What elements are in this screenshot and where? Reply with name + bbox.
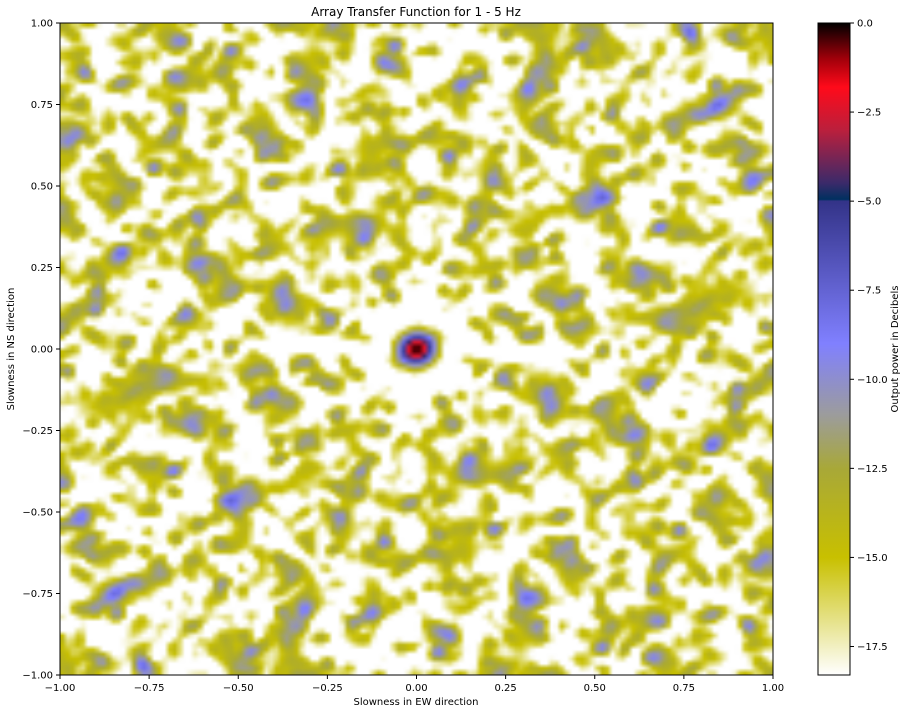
heatmap-plot xyxy=(59,22,774,676)
x-tick-label: 0.75 xyxy=(673,683,695,694)
y-tick-label: 1.00 xyxy=(31,19,53,30)
colorbar-tick-label: −7.5 xyxy=(857,286,881,297)
colorbar-fill xyxy=(818,23,850,675)
y-tick-label: 0.75 xyxy=(31,100,53,111)
colorbar-tick-label: −15.0 xyxy=(857,553,888,564)
x-tick-label: 0.00 xyxy=(405,683,427,694)
y-tick-label: −0.75 xyxy=(22,589,53,600)
colorbar-tick-label: −5.0 xyxy=(857,197,881,208)
chart-title: Array Transfer Function for 1 - 5 Hz xyxy=(311,5,521,19)
colorbar-frame xyxy=(817,22,851,676)
y-tick-label: 0.50 xyxy=(31,182,53,193)
x-tick-label: −0.75 xyxy=(134,683,165,694)
x-tick-label: 0.50 xyxy=(584,683,606,694)
colorbar: 0.0 −2.5 −5.0 −7.5 −10.0 −12.5 −15.0 −17.5 Outp… xyxy=(817,19,901,676)
y-axis-title: Slowness in NS direction xyxy=(6,288,17,411)
x-tick-label: 0.25 xyxy=(494,683,516,694)
colorbar-title: Output power in Decibels xyxy=(890,286,901,413)
colorbar-tick-label: −10.0 xyxy=(857,375,888,386)
y-axis: 1.00 0.75 0.50 0.25 0.00 −0.25 −0.50 −0.75 −1.00 xyxy=(22,19,60,682)
x-tick-label: −1.00 xyxy=(45,683,76,694)
y-tick-label: −1.00 xyxy=(22,671,53,682)
x-axis: −1.00 −0.75 −0.50 −0.25 0.00 0.25 0.50 0.75 1.00 xyxy=(45,675,784,694)
x-tick-label: 1.00 xyxy=(762,683,784,694)
y-tick-label: 0.00 xyxy=(31,345,53,356)
heatmap-canvas xyxy=(60,23,773,675)
y-tick-label: −0.50 xyxy=(22,508,53,519)
colorbar-tick-label: −2.5 xyxy=(857,108,881,119)
colorbar-ticks: 0.0 −2.5 −5.0 −7.5 −10.0 −12.5 −15.0 −17.5 xyxy=(850,19,888,653)
x-tick-label: −0.50 xyxy=(223,683,254,694)
x-axis-title: Slowness in EW direction xyxy=(353,697,478,708)
colorbar-tick-label: −12.5 xyxy=(857,464,888,475)
x-tick-label: −0.25 xyxy=(312,683,343,694)
y-tick-label: −0.25 xyxy=(22,426,53,437)
colorbar-tick-label: −17.5 xyxy=(857,642,888,653)
heatmap-container xyxy=(60,23,773,675)
colorbar-tick-label: 0.0 xyxy=(857,19,873,30)
y-tick-label: 0.25 xyxy=(31,263,53,274)
